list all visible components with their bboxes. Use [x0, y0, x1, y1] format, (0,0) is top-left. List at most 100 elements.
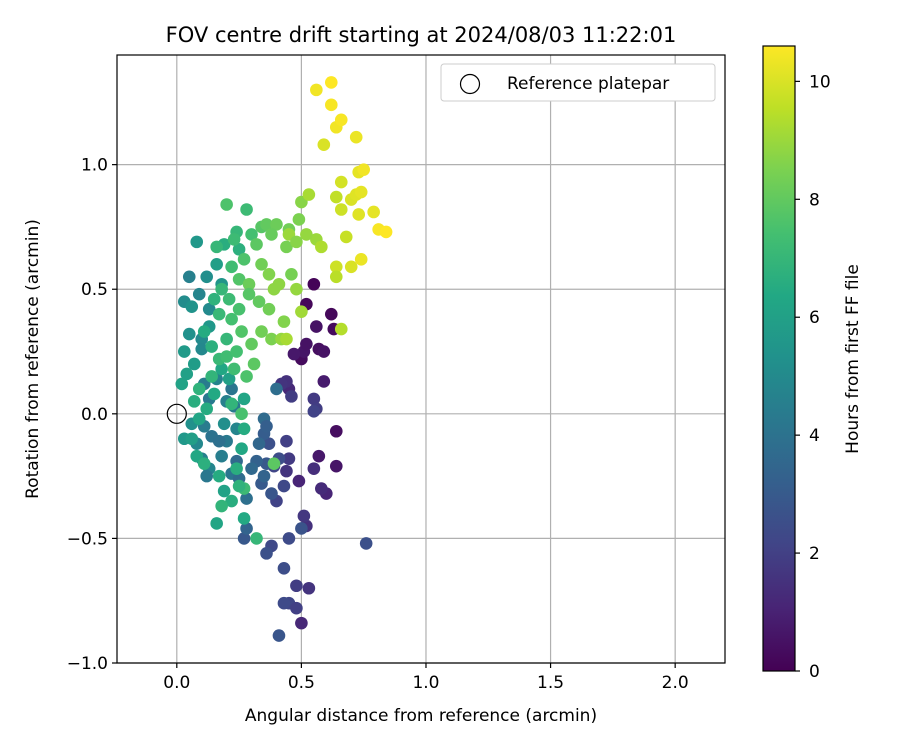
data-point: [285, 390, 298, 403]
data-point: [334, 203, 348, 216]
data-point: [310, 83, 323, 97]
data-point: [280, 434, 293, 448]
data-point: [307, 462, 321, 475]
data-point: [307, 405, 321, 418]
y-tick-label: 0.0: [81, 405, 108, 425]
chart-title: FOV centre drift starting at 2024/08/03 …: [166, 23, 677, 47]
data-point: [265, 228, 278, 241]
data-point: [290, 282, 303, 296]
data-point: [207, 292, 221, 306]
colorbar-tick-label: 8: [809, 190, 820, 210]
y-axis-label: Rotation from reference (arcmin): [23, 219, 43, 499]
data-point: [222, 292, 236, 306]
data-point: [379, 225, 393, 239]
data-point: [237, 532, 251, 545]
colorbar-tick-label: 2: [809, 544, 820, 564]
data-point: [192, 382, 206, 396]
data-point: [197, 457, 211, 470]
y-tick-label: 1.0: [81, 156, 108, 176]
data-point: [329, 424, 343, 438]
x-tick-label: 1.0: [412, 673, 439, 693]
data-point: [317, 345, 331, 358]
data-point: [282, 532, 296, 545]
data-point: [290, 579, 303, 593]
data-point: [315, 240, 328, 254]
data-point: [210, 240, 223, 254]
data-point: [177, 345, 191, 358]
data-point: [295, 522, 308, 535]
data-point: [195, 342, 209, 356]
data-point: [182, 270, 196, 284]
data-point: [237, 422, 251, 436]
data-point: [312, 449, 326, 463]
data-point: [329, 260, 343, 274]
data-point: [262, 437, 276, 451]
data-point: [260, 218, 273, 231]
colorbar-ticks: 0 2 4 6 8 10: [795, 72, 831, 682]
data-point: [252, 295, 266, 308]
x-tick-label: 2.0: [662, 673, 689, 693]
data-point: [217, 484, 231, 498]
data-point: [237, 512, 251, 525]
data-point: [227, 362, 241, 376]
data-point: [192, 287, 206, 301]
data-point: [329, 459, 343, 473]
x-tick-label: 0.5: [288, 673, 315, 693]
data-point: [192, 412, 206, 426]
data-point: [230, 345, 243, 358]
data-point: [297, 509, 311, 523]
data-point: [290, 235, 303, 249]
data-point: [220, 198, 233, 211]
data-point: [262, 267, 276, 281]
colorbar-tick-label: 4: [809, 426, 820, 446]
data-point: [210, 258, 223, 271]
data-point: [187, 357, 201, 371]
y-tick-label: −1.0: [67, 654, 108, 674]
data-point: [300, 228, 313, 241]
colorbar-tick-label: 6: [809, 308, 820, 328]
colorbar-tick-label: 10: [809, 72, 831, 92]
data-point: [329, 190, 343, 204]
data-point: [334, 322, 348, 336]
data-point: [302, 581, 316, 595]
data-point: [245, 462, 258, 475]
data-point: [357, 163, 370, 176]
data-point: [232, 272, 246, 286]
data-point: [237, 253, 251, 266]
data-point: [277, 479, 291, 493]
data-point: [212, 307, 226, 321]
data-point: [324, 307, 338, 321]
data-point: [217, 417, 231, 431]
data-point: [190, 235, 204, 249]
data-point: [222, 372, 236, 386]
plot-frame: [116, 54, 726, 664]
data-point: [354, 185, 368, 199]
data-point: [307, 392, 321, 406]
data-point: [367, 205, 380, 219]
data-point: [280, 240, 293, 254]
data-point: [277, 562, 291, 575]
data-point: [329, 270, 343, 284]
data-point: [265, 332, 278, 346]
data-point: [207, 387, 221, 401]
data-point: [302, 188, 316, 201]
data-point: [267, 282, 281, 296]
data-point: [307, 277, 321, 291]
data-point: [235, 325, 248, 338]
data-point: [220, 350, 233, 363]
data-point: [235, 407, 248, 421]
data-point: [212, 469, 226, 483]
data-point: [255, 325, 268, 338]
data-point: [285, 267, 298, 281]
data-point: [359, 537, 373, 550]
data-point: [250, 532, 263, 545]
y-tick-label: 0.5: [81, 280, 108, 300]
data-point: [232, 479, 246, 493]
data-point: [250, 238, 263, 251]
data-point: [255, 258, 268, 271]
data-point: [215, 449, 228, 463]
data-point: [225, 494, 238, 508]
data-point: [200, 469, 214, 483]
data-point: [232, 302, 246, 316]
data-point: [175, 377, 189, 391]
